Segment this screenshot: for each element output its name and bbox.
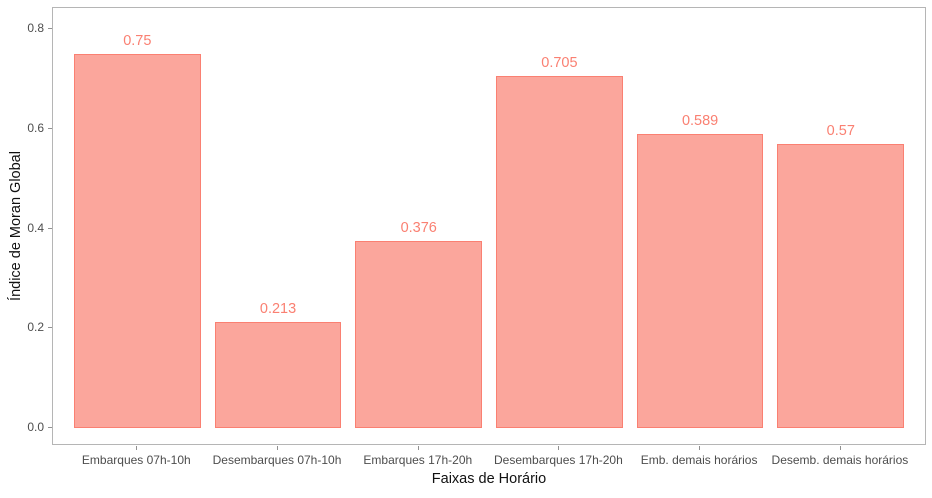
bar: 0.57 — [777, 123, 905, 428]
bar-value-label: 0.57 — [826, 122, 855, 139]
bar-rect — [355, 240, 483, 428]
bar-rect — [777, 143, 905, 428]
bar: 0.705 — [496, 55, 623, 428]
x-tick-mark — [699, 446, 701, 450]
plot-panel: 0.75 0.213 0.376 0.705 0.589 0.57 — [52, 7, 926, 445]
x-tick-label: Emb. demais horários — [640, 453, 758, 467]
y-tick-label: 0.2 — [27, 320, 44, 335]
y-tick-label: 0.8 — [27, 21, 44, 35]
bar-value-label: 0.705 — [541, 55, 578, 72]
x-tick-mark — [839, 446, 841, 450]
y-tick-mark — [48, 427, 52, 428]
y-tick-label: 0.0 — [27, 420, 44, 434]
bar-rect — [496, 76, 623, 428]
bar-value-label: 0.75 — [123, 32, 152, 49]
y-tick-mark — [48, 227, 52, 229]
y-tick-mark — [48, 327, 52, 329]
bar: 0.376 — [355, 220, 483, 428]
bar: 0.213 — [214, 301, 342, 428]
bar-rect — [636, 134, 764, 428]
x-tick-label: Embarques 17h-20h — [363, 453, 473, 467]
x-tick-mark — [136, 446, 138, 450]
y-tick-mark — [48, 127, 52, 129]
bar-value-label: 0.376 — [400, 219, 437, 236]
x-tick-label: Desemb. demais horários — [771, 453, 909, 467]
bar-value-label: 0.213 — [259, 300, 297, 317]
y-tick-mark — [48, 28, 52, 29]
bars-container: 0.75 0.213 0.376 0.705 0.589 0.57 — [74, 8, 905, 428]
x-tick-label: Desembarques 17h-20h — [494, 453, 623, 467]
y-tick-label: 0.4 — [27, 220, 44, 235]
bar-rect — [214, 321, 342, 428]
x-tick-mark — [417, 446, 419, 450]
bar-value-label: 0.589 — [681, 113, 719, 130]
x-tick-mark — [277, 446, 278, 450]
x-tick-mark — [558, 446, 560, 450]
x-tick-label: Desembarques 07h-10h — [212, 453, 342, 467]
x-axis-title: Faixas de Horário — [431, 471, 547, 487]
bar: 0.589 — [636, 113, 764, 428]
x-tick-label: Embarques 07h-10h — [81, 453, 191, 467]
bar: 0.75 — [74, 33, 201, 428]
y-tick-label: 0.6 — [27, 120, 44, 135]
bar-rect — [74, 53, 201, 428]
